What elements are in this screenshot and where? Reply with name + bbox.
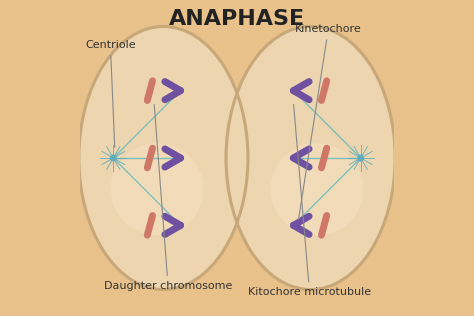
Circle shape xyxy=(358,155,364,161)
Ellipse shape xyxy=(79,27,248,289)
Text: Centriole: Centriole xyxy=(85,40,136,147)
Ellipse shape xyxy=(270,143,364,235)
Text: Daughter chromosome: Daughter chromosome xyxy=(104,104,232,291)
Ellipse shape xyxy=(226,27,395,289)
Text: ANAPHASE: ANAPHASE xyxy=(169,9,305,29)
Circle shape xyxy=(110,155,116,161)
Ellipse shape xyxy=(110,143,204,235)
Text: Kitochore microtubule: Kitochore microtubule xyxy=(248,104,371,297)
Text: Kinetochore: Kinetochore xyxy=(295,24,362,220)
